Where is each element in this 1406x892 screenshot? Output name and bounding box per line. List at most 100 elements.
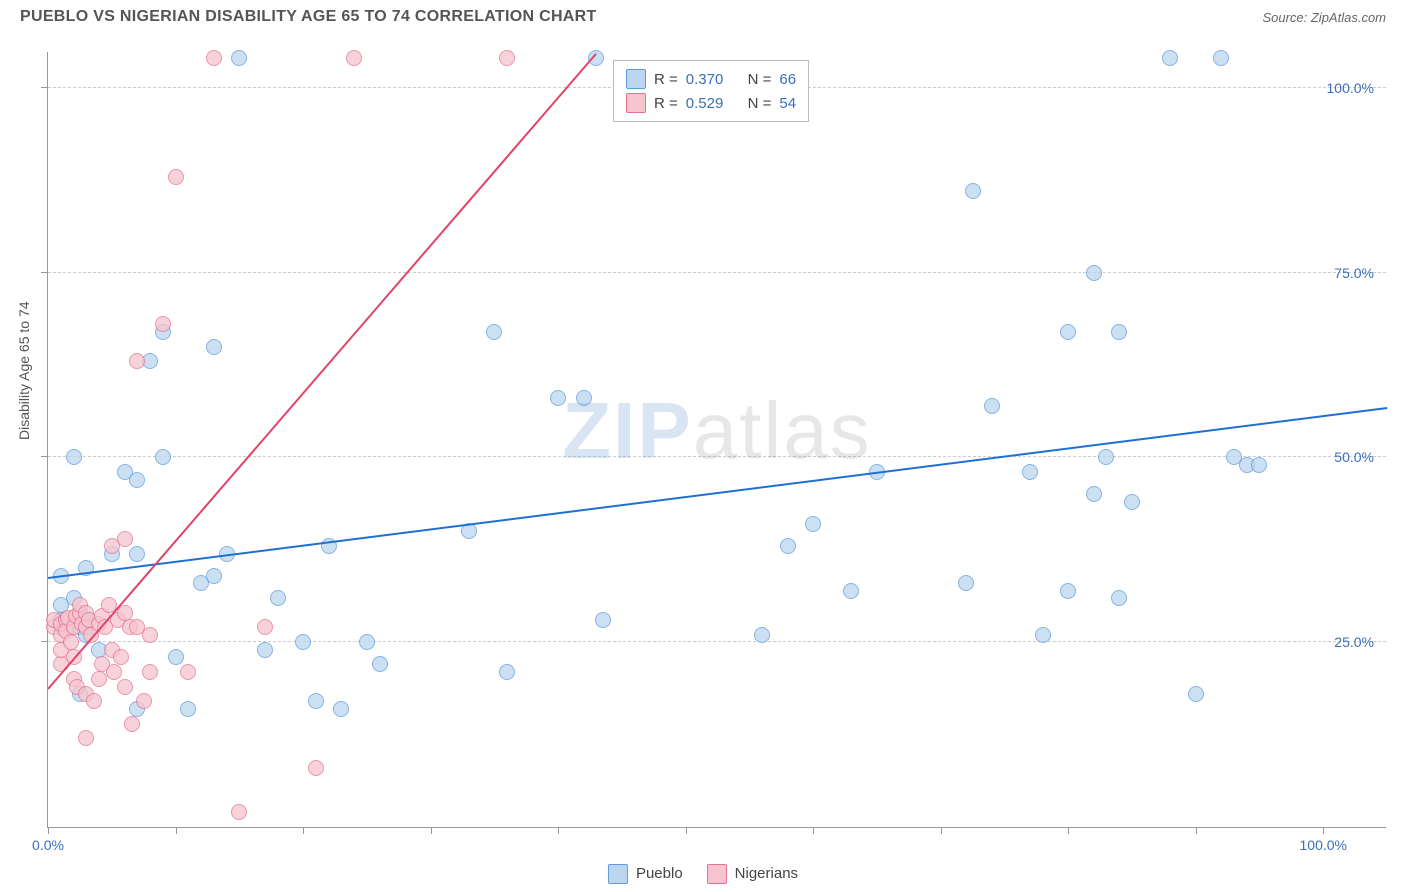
data-point — [1111, 590, 1127, 606]
data-point — [206, 568, 222, 584]
data-point — [180, 701, 196, 717]
data-point — [805, 516, 821, 532]
data-point — [106, 664, 122, 680]
y-tick — [41, 456, 48, 457]
data-point — [346, 50, 362, 66]
x-tick — [1323, 827, 1324, 834]
data-point — [142, 664, 158, 680]
x-tick — [941, 827, 942, 834]
data-point — [86, 693, 102, 709]
data-point — [257, 642, 273, 658]
data-point — [984, 398, 1000, 414]
gridline — [48, 272, 1386, 273]
x-tick — [176, 827, 177, 834]
title-bar: PUEBLO VS NIGERIAN DISABILITY AGE 65 TO … — [0, 0, 1406, 32]
data-point — [117, 679, 133, 695]
legend-swatch — [626, 93, 646, 113]
legend-item: Pueblo — [608, 864, 683, 884]
data-point — [206, 339, 222, 355]
r-value: 0.370 — [686, 71, 724, 88]
x-tick-label: 100.0% — [1299, 837, 1346, 853]
y-tick — [41, 272, 48, 273]
data-point — [113, 649, 129, 665]
legend-swatch — [707, 864, 727, 884]
data-point — [754, 627, 770, 643]
data-point — [206, 50, 222, 66]
data-point — [155, 316, 171, 332]
data-point — [965, 183, 981, 199]
data-point — [308, 693, 324, 709]
data-point — [295, 634, 311, 650]
data-point — [155, 449, 171, 465]
plot-area: 25.0%50.0%75.0%100.0%0.0%100.0%R = 0.370… — [47, 52, 1386, 828]
data-point — [117, 531, 133, 547]
data-point — [129, 546, 145, 562]
n-value: 66 — [779, 71, 796, 88]
y-tick-label: 50.0% — [1334, 449, 1374, 465]
data-point — [333, 701, 349, 717]
legend-label: Pueblo — [636, 865, 683, 882]
legend-row: R = 0.529 N = 54 — [626, 91, 796, 115]
data-point — [1188, 686, 1204, 702]
chart-container: PUEBLO VS NIGERIAN DISABILITY AGE 65 TO … — [0, 0, 1406, 892]
data-point — [359, 634, 375, 650]
data-point — [1086, 265, 1102, 281]
data-point — [63, 634, 79, 650]
data-point — [168, 649, 184, 665]
x-tick — [48, 827, 49, 834]
data-point — [550, 390, 566, 406]
data-point — [91, 671, 107, 687]
x-tick — [1196, 827, 1197, 834]
data-point — [780, 538, 796, 554]
data-point — [1111, 324, 1127, 340]
y-axis-label: Disability Age 65 to 74 — [16, 301, 32, 440]
data-point — [124, 716, 140, 732]
data-point — [180, 664, 196, 680]
data-point — [168, 169, 184, 185]
n-value: 54 — [779, 95, 796, 112]
chart-title: PUEBLO VS NIGERIAN DISABILITY AGE 65 TO … — [20, 8, 597, 26]
data-point — [372, 656, 388, 672]
x-tick — [813, 827, 814, 834]
data-point — [1251, 457, 1267, 473]
y-tick — [41, 641, 48, 642]
x-tick — [558, 827, 559, 834]
legend-swatch — [608, 864, 628, 884]
x-tick — [303, 827, 304, 834]
x-tick-label: 0.0% — [32, 837, 64, 853]
data-point — [486, 324, 502, 340]
data-point — [308, 760, 324, 776]
data-point — [129, 472, 145, 488]
data-point — [1060, 583, 1076, 599]
trend-line — [48, 407, 1387, 579]
data-point — [576, 390, 592, 406]
data-point — [231, 50, 247, 66]
trend-line — [47, 52, 597, 689]
legend-swatch — [626, 69, 646, 89]
r-value: 0.529 — [686, 95, 724, 112]
data-point — [499, 50, 515, 66]
data-point — [1060, 324, 1076, 340]
x-tick — [686, 827, 687, 834]
gridline — [48, 641, 1386, 642]
y-tick-label: 25.0% — [1334, 634, 1374, 650]
data-point — [129, 353, 145, 369]
data-point — [595, 612, 611, 628]
data-point — [136, 693, 152, 709]
data-point — [499, 664, 515, 680]
data-point — [1124, 494, 1140, 510]
data-point — [1098, 449, 1114, 465]
y-tick — [41, 87, 48, 88]
source-attribution: Source: ZipAtlas.com — [1262, 10, 1386, 25]
data-point — [270, 590, 286, 606]
data-point — [1022, 464, 1038, 480]
data-point — [78, 730, 94, 746]
y-tick-label: 100.0% — [1327, 80, 1374, 96]
data-point — [231, 804, 247, 820]
data-point — [1162, 50, 1178, 66]
data-point — [142, 627, 158, 643]
data-point — [257, 619, 273, 635]
legend-row: R = 0.370 N = 66 — [626, 67, 796, 91]
data-point — [1086, 486, 1102, 502]
correlation-legend: R = 0.370 N = 66R = 0.529 N = 54 — [613, 60, 809, 122]
